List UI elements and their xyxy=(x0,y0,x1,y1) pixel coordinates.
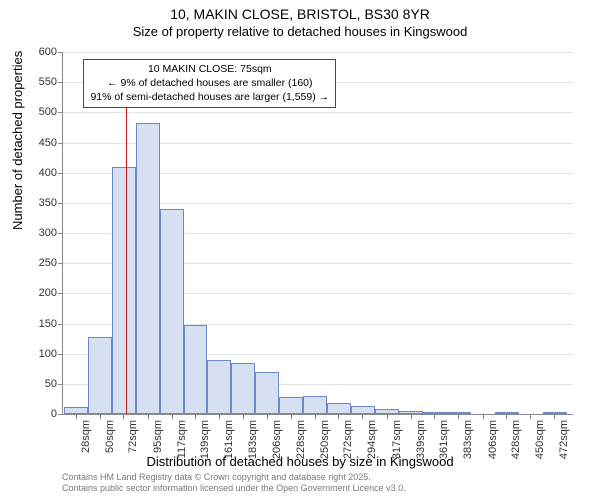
y-tick xyxy=(58,414,63,415)
y-tick xyxy=(58,203,63,204)
histogram-bar xyxy=(351,406,375,414)
x-tick xyxy=(530,414,531,419)
histogram-bar xyxy=(64,407,88,414)
x-tick xyxy=(483,414,484,419)
histogram-bar xyxy=(184,325,208,414)
x-tick-label: 28sqm xyxy=(80,420,92,453)
x-tick xyxy=(267,414,268,419)
y-tick xyxy=(58,263,63,264)
x-tick xyxy=(172,414,173,419)
histogram-bar xyxy=(160,209,184,414)
y-tick-label: 350 xyxy=(17,197,57,209)
y-tick-label: 150 xyxy=(17,318,57,330)
histogram-bar xyxy=(279,397,303,414)
y-tick-label: 600 xyxy=(17,46,57,58)
y-tick-label: 450 xyxy=(17,137,57,149)
annotation-line3: 91% of semi-detached houses are larger (… xyxy=(90,91,329,105)
gridline-h xyxy=(63,112,573,113)
x-tick xyxy=(148,414,149,419)
x-tick xyxy=(387,414,388,419)
marker-line xyxy=(126,82,127,414)
y-tick-label: 550 xyxy=(17,76,57,88)
y-tick xyxy=(58,173,63,174)
x-axis-title: Distribution of detached houses by size … xyxy=(0,454,600,469)
footer-attribution: Contains HM Land Registry data © Crown c… xyxy=(62,472,406,495)
y-tick xyxy=(58,82,63,83)
x-tick-label: 50sqm xyxy=(104,420,116,453)
x-tick xyxy=(338,414,339,419)
annotation-box: 10 MAKIN CLOSE: 75sqm← 9% of detached ho… xyxy=(83,59,336,108)
x-tick xyxy=(100,414,101,419)
y-tick-label: 0 xyxy=(17,408,57,420)
x-tick xyxy=(411,414,412,419)
histogram-bar xyxy=(88,337,112,414)
histogram-bar xyxy=(303,396,327,414)
histogram-bar xyxy=(136,123,160,414)
histogram-bar xyxy=(327,403,351,414)
x-tick xyxy=(458,414,459,419)
y-tick xyxy=(58,233,63,234)
histogram-bar xyxy=(112,167,136,414)
histogram-bar xyxy=(207,360,231,414)
annotation-line2: ← 9% of detached houses are smaller (160… xyxy=(90,77,329,91)
y-tick-label: 400 xyxy=(17,167,57,179)
y-tick-label: 250 xyxy=(17,257,57,269)
y-tick xyxy=(58,324,63,325)
y-tick xyxy=(58,112,63,113)
x-tick-label: 95sqm xyxy=(152,420,164,453)
y-tick-label: 300 xyxy=(17,227,57,239)
x-tick-label: 117sqm xyxy=(176,420,188,458)
y-tick xyxy=(58,143,63,144)
x-tick-label: 72sqm xyxy=(127,420,139,453)
title-subtitle: Size of property relative to detached ho… xyxy=(0,24,600,39)
plot-region: 05010015020025030035040045050055060028sq… xyxy=(62,52,573,415)
y-tick-label: 50 xyxy=(17,378,57,390)
chart-area: 05010015020025030035040045050055060028sq… xyxy=(62,52,572,414)
y-tick xyxy=(58,384,63,385)
y-tick xyxy=(58,52,63,53)
x-tick xyxy=(243,414,244,419)
y-tick-label: 100 xyxy=(17,348,57,360)
histogram-bar xyxy=(231,363,255,414)
x-tick xyxy=(554,414,555,419)
title-address: 10, MAKIN CLOSE, BRISTOL, BS30 8YR xyxy=(0,6,600,22)
y-tick xyxy=(58,293,63,294)
x-tick xyxy=(434,414,435,419)
x-tick xyxy=(506,414,507,419)
x-tick xyxy=(76,414,77,419)
x-tick xyxy=(291,414,292,419)
x-tick xyxy=(362,414,363,419)
x-tick xyxy=(195,414,196,419)
x-tick xyxy=(315,414,316,419)
y-tick-label: 200 xyxy=(17,287,57,299)
chart-title-block: 10, MAKIN CLOSE, BRISTOL, BS30 8YR Size … xyxy=(0,0,600,39)
histogram-bar xyxy=(255,372,279,414)
gridline-h xyxy=(63,52,573,53)
annotation-line1: 10 MAKIN CLOSE: 75sqm xyxy=(90,63,329,77)
y-tick xyxy=(58,354,63,355)
x-tick xyxy=(123,414,124,419)
footer-line2: Contains public sector information licen… xyxy=(62,483,406,494)
footer-line1: Contains HM Land Registry data © Crown c… xyxy=(62,472,406,483)
y-tick-label: 500 xyxy=(17,106,57,118)
x-tick xyxy=(219,414,220,419)
